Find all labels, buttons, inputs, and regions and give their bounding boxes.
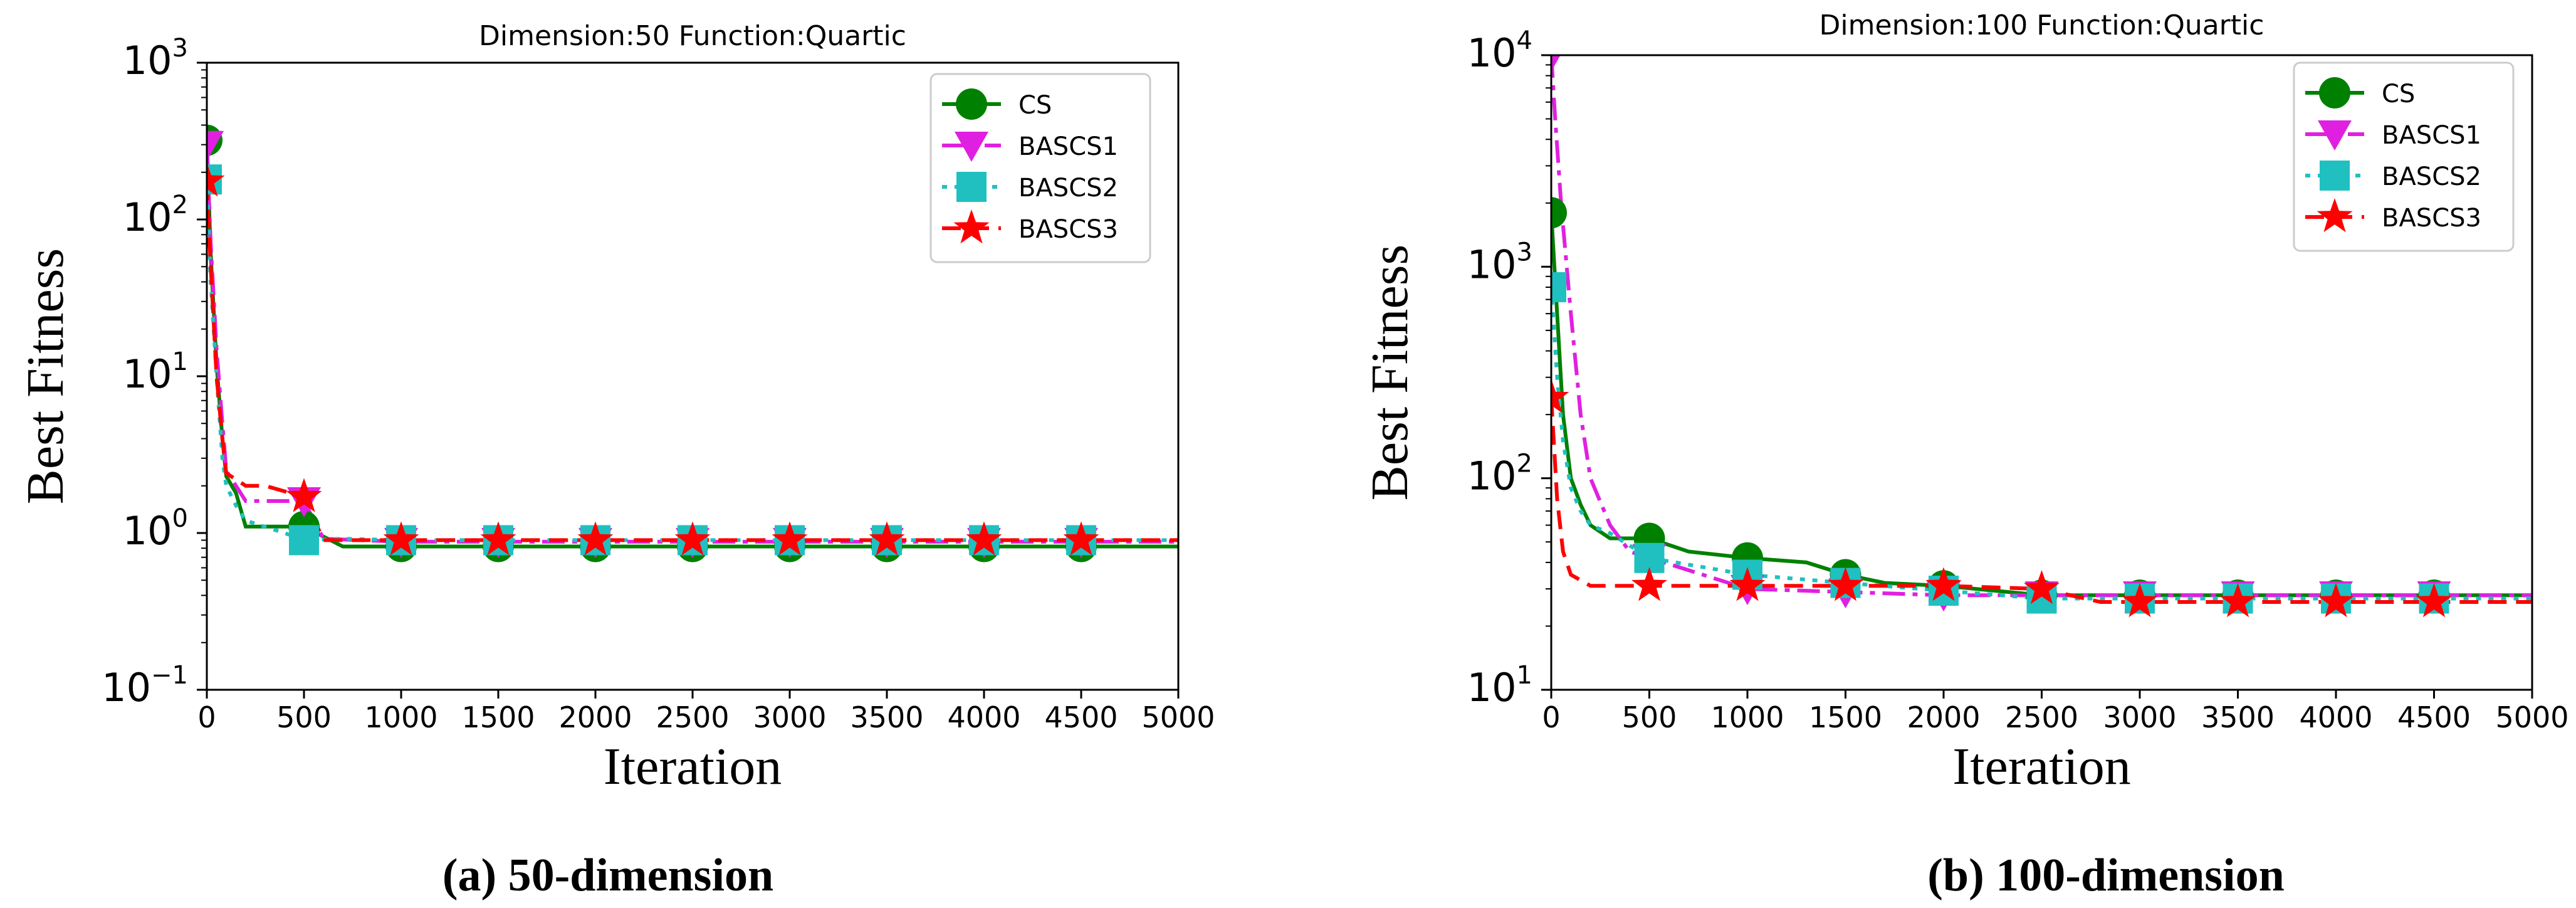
marker-bascs3 (383, 521, 419, 556)
marker-bascs1 (1551, 55, 1561, 71)
x-tick-label: 1000 (1710, 700, 1784, 734)
series-line-cs (1551, 213, 2532, 598)
marker-bascs3 (1063, 521, 1099, 556)
legend-label: BASCS3 (2382, 204, 2481, 233)
marker-bascs1 (207, 130, 224, 161)
x-tick-label: 1500 (1809, 700, 1882, 734)
chart-panel-2: Dimension:100 Function:Quartic 0 500 1000 15… (1361, 9, 2569, 901)
legend-label: BASCS2 (2382, 162, 2481, 191)
chart-title: Dimension:50 Function:Quartic (479, 20, 906, 52)
y-tick-label: 103 (123, 34, 188, 83)
y-tick-label: 101 (123, 347, 188, 397)
y-tick-label: 103 (1467, 238, 1532, 287)
x-tick-label: 2500 (2005, 700, 2078, 734)
legend-marker-cs (956, 88, 987, 120)
legend-marker-bascs2 (2320, 161, 2350, 191)
x-tick-label: 1500 (461, 700, 535, 734)
marker-bascs2 (1551, 272, 1566, 303)
x-tick-label: 0 (1542, 700, 1560, 734)
legend-label: CS (2382, 80, 2415, 108)
x-axis-label: Iteration (604, 737, 782, 796)
marker-bascs3 (480, 521, 516, 556)
marker-bascs3 (1828, 567, 1863, 601)
legend-box (929, 73, 1151, 263)
marker-bascs3 (1551, 379, 1569, 413)
y-tick-label: 104 (1467, 26, 1532, 76)
x-tick-label: 0 (197, 700, 216, 734)
x-tick-label: 3500 (850, 700, 923, 734)
series-line-bascs1 (1551, 55, 2532, 598)
plot-area (207, 124, 1178, 562)
x-tick-label: 3500 (2201, 700, 2275, 734)
marker-bascs3 (2220, 583, 2256, 618)
marker-bascs2 (289, 525, 319, 556)
marker-bascs3 (674, 521, 711, 556)
marker-bascs3 (2122, 583, 2158, 618)
x-tick-label: 500 (1622, 700, 1677, 734)
legend-marker-bascs1 (955, 132, 988, 162)
y-axis-label: Best Fitness (16, 248, 75, 504)
marker-bascs3 (1729, 567, 1766, 601)
x-tick-label: 2000 (1907, 700, 1980, 734)
marker-bascs3 (2024, 570, 2060, 604)
y-tick-label: 101 (1467, 661, 1532, 710)
legend-label: BASCS2 (1018, 174, 1118, 203)
series-line-bascs3 (207, 181, 1178, 542)
marker-bascs3 (2416, 583, 2452, 618)
y-tick-label: 102 (123, 191, 188, 240)
y-tick-label: 102 (1467, 450, 1532, 499)
x-tick-label: 4000 (947, 700, 1020, 734)
marker-bascs3 (286, 478, 322, 512)
y-tick-label: 10−1 (102, 661, 188, 710)
marker-bascs3 (772, 521, 808, 556)
chart-title: Dimension:100 Function:Quartic (1819, 9, 2264, 41)
legend-marker-bascs3 (953, 209, 990, 244)
legend: CS BASCS1 BASCS2 BASCS3 (2293, 61, 2515, 252)
marker-bascs3 (1631, 567, 1667, 601)
legend-label: BASCS1 (1018, 132, 1118, 161)
legend-marker-bascs1 (2318, 120, 2352, 150)
legend-label: BASCS3 (1018, 215, 1118, 244)
marker-bascs3 (966, 521, 1002, 556)
x-tick-label: 3000 (2103, 700, 2176, 734)
marker-bascs3 (869, 521, 905, 556)
x-tick-label: 500 (276, 700, 332, 734)
x-tick-label: 3000 (753, 700, 826, 734)
legend-label: CS (1018, 91, 1052, 120)
marker-bascs3 (1925, 567, 1962, 601)
legend: CS BASCS1 BASCS2 BASCS3 (929, 73, 1151, 263)
legend-marker-cs (2319, 77, 2350, 108)
chart-panel-1: Dimension:50 Function:Quartic 0 500 1000 150… (16, 20, 1215, 901)
marker-cs (1551, 197, 1567, 229)
series-line-bascs3 (1551, 398, 2532, 604)
legend-box (2293, 61, 2515, 252)
x-tick-label: 4500 (2397, 700, 2471, 734)
x-tick-label: 2500 (656, 700, 729, 734)
y-axis-label: Best Fitness (1361, 245, 1419, 500)
x-tick-label: 4500 (1044, 700, 1118, 734)
plot-area (1551, 55, 2532, 618)
panel-caption: (a) 50-dimension (442, 850, 773, 901)
y-tick-label: 100 (123, 504, 188, 554)
legend-label: BASCS1 (2382, 121, 2481, 150)
legend-marker-bascs2 (956, 172, 987, 202)
x-tick-label: 4000 (2299, 700, 2372, 734)
x-tick-label: 1000 (364, 700, 437, 734)
marker-bascs3 (207, 162, 225, 197)
marker-bascs3 (577, 521, 614, 556)
x-tick-label: 5000 (1141, 700, 1215, 734)
panel-caption: (b) 100-dimension (1927, 850, 2284, 901)
x-tick-label: 5000 (2495, 700, 2568, 734)
legend-marker-bascs3 (2317, 198, 2353, 233)
x-axis-label: Iteration (1952, 737, 2131, 796)
marker-bascs3 (2318, 583, 2354, 618)
x-tick-label: 2000 (558, 700, 632, 734)
